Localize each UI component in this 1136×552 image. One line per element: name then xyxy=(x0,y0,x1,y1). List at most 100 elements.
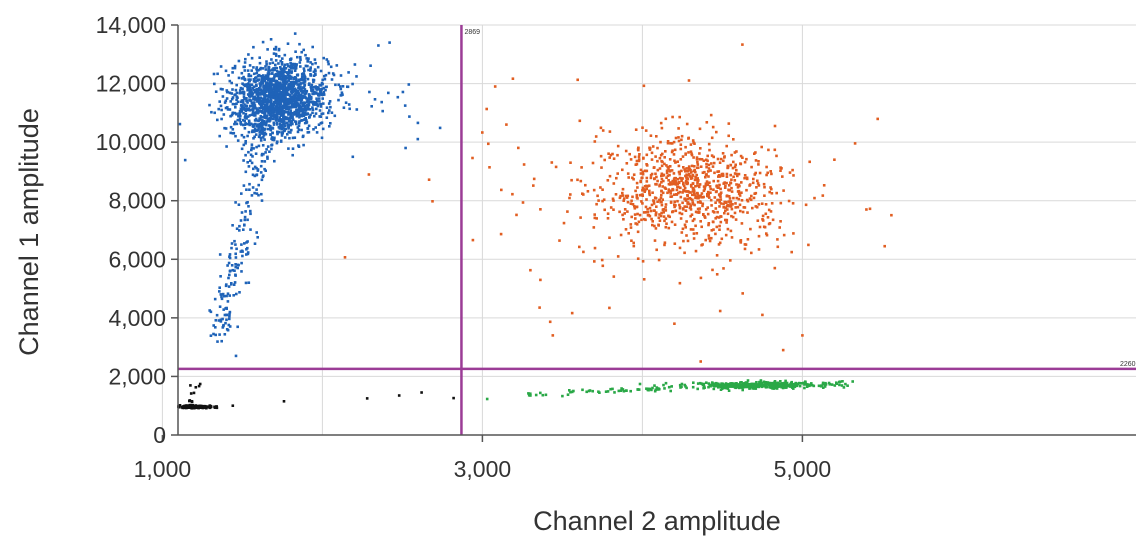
data-point xyxy=(637,158,641,161)
data-point xyxy=(218,286,221,289)
data-point xyxy=(754,159,758,162)
data-point xyxy=(591,161,595,165)
data-point xyxy=(612,157,616,160)
data-point xyxy=(765,233,769,237)
data-point xyxy=(196,405,199,408)
data-point xyxy=(609,206,613,209)
data-point xyxy=(197,384,201,388)
data-point xyxy=(274,59,278,62)
data-point xyxy=(275,117,279,120)
data-point xyxy=(485,107,488,111)
data-point xyxy=(263,96,267,100)
data-point xyxy=(191,406,195,409)
data-point xyxy=(277,118,281,121)
data-point xyxy=(692,141,695,144)
data-point xyxy=(471,156,474,160)
data-point xyxy=(718,241,722,245)
data-point xyxy=(245,99,248,103)
data-point xyxy=(302,143,305,147)
data-point xyxy=(642,156,645,160)
data-point xyxy=(321,93,324,97)
data-point xyxy=(282,117,286,120)
data-point xyxy=(234,354,238,358)
data-point xyxy=(636,257,640,260)
data-point xyxy=(225,89,229,92)
data-point xyxy=(735,382,738,385)
y-tick-label: 2,000 xyxy=(108,363,166,389)
data-point xyxy=(753,383,757,386)
data-point xyxy=(261,131,264,134)
data-point xyxy=(666,165,669,169)
data-point xyxy=(579,216,582,219)
data-point xyxy=(722,202,725,206)
data-point xyxy=(404,146,407,150)
data-point xyxy=(228,91,232,95)
data-point xyxy=(266,48,269,51)
data-point xyxy=(280,90,283,94)
data-point xyxy=(750,165,753,169)
data-point xyxy=(233,66,237,70)
data-point xyxy=(275,74,278,78)
data-point xyxy=(290,111,294,115)
data-point xyxy=(687,136,690,140)
data-point xyxy=(775,387,779,390)
data-point xyxy=(293,80,296,84)
data-point xyxy=(280,134,284,137)
data-point xyxy=(717,193,721,196)
data-point xyxy=(727,188,731,192)
data-point xyxy=(700,382,703,385)
data-point xyxy=(683,205,686,208)
data-point xyxy=(250,113,254,117)
data-point xyxy=(570,311,574,315)
data-point xyxy=(220,339,223,343)
data-point xyxy=(252,106,255,110)
data-point xyxy=(764,384,768,388)
data-point xyxy=(790,384,793,387)
data-point xyxy=(688,175,692,178)
data-point xyxy=(690,153,694,157)
data-point xyxy=(761,313,764,317)
data-point xyxy=(258,126,261,129)
data-point xyxy=(205,405,208,409)
data-point xyxy=(240,71,244,75)
data-point xyxy=(218,305,222,308)
data-point xyxy=(266,118,270,121)
data-point xyxy=(599,186,602,189)
data-point xyxy=(566,393,570,396)
data-point xyxy=(261,102,264,106)
data-point xyxy=(741,388,744,392)
data-point xyxy=(653,209,656,212)
data-point xyxy=(253,135,256,139)
data-point xyxy=(320,87,324,91)
data-point xyxy=(274,91,278,95)
data-point xyxy=(248,114,252,117)
data-point xyxy=(651,191,654,194)
data-point xyxy=(243,215,247,219)
data-point xyxy=(724,184,727,188)
data-point xyxy=(240,77,244,80)
data-point xyxy=(300,87,303,91)
data-point xyxy=(723,200,726,204)
data-point xyxy=(214,319,218,322)
data-point xyxy=(631,203,635,206)
data-point xyxy=(725,175,729,178)
data-point xyxy=(804,203,808,207)
channel1-threshold-label: 2260 xyxy=(1120,361,1136,368)
data-point xyxy=(289,98,292,102)
data-point xyxy=(712,161,716,165)
data-point xyxy=(286,63,289,66)
data-point xyxy=(289,90,293,93)
data-point xyxy=(243,223,246,227)
data-point xyxy=(325,106,329,109)
data-point xyxy=(659,153,663,157)
data-point xyxy=(283,122,286,126)
data-point xyxy=(306,107,309,110)
data-point xyxy=(233,281,237,284)
data-point xyxy=(262,120,266,123)
data-point xyxy=(270,136,274,139)
data-point xyxy=(283,129,286,132)
data-point xyxy=(706,183,710,186)
x-tick-label: 5,000 xyxy=(774,456,832,482)
data-point xyxy=(810,383,814,387)
data-point xyxy=(756,179,759,183)
